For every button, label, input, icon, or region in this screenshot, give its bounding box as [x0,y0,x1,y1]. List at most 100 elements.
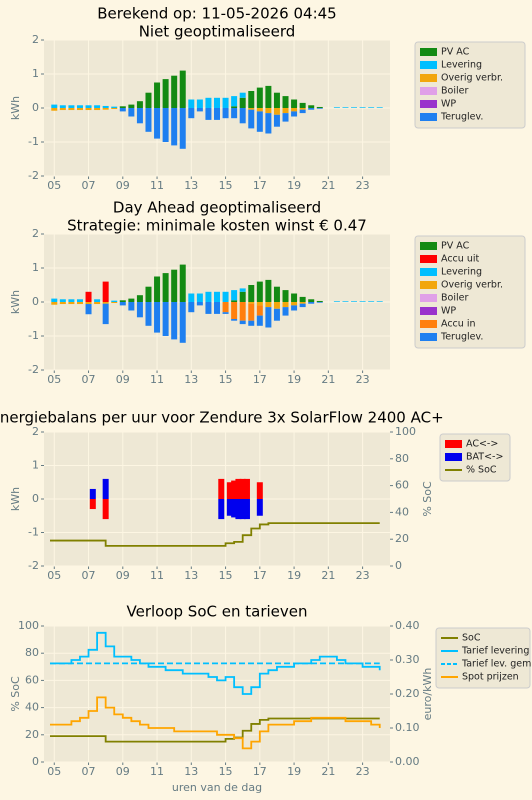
bar-segment [256,499,263,516]
bar-segment [299,302,306,304]
bar-segment [256,108,263,112]
bar-segment [205,291,212,302]
legend-label: WP [441,99,456,110]
bar-segment [239,92,246,98]
plot-area [44,626,390,762]
chart-panel: Energiebalans per uur voor Zendure 3x So… [0,409,511,582]
legend-label: Teruglev. [440,332,483,343]
bar-segment [218,478,225,499]
bar-segment [51,302,58,305]
x-tick-label: 07 [82,569,96,582]
series-line [49,696,381,750]
bar-segment [231,96,238,107]
bar-segment [291,293,298,302]
bar-segment [59,302,66,305]
bar-segment [342,107,349,108]
x-tick-label: 09 [116,373,130,386]
legend-label: PV AC [441,47,470,58]
bar-segment [128,108,135,117]
bar-segment [368,107,375,108]
legend-swatch [420,61,437,69]
x-tick-label: 15 [219,569,233,582]
x-tick-label: 11 [150,373,164,386]
x-tick-label: 11 [150,569,164,582]
bar-segment [162,108,169,142]
y-tick-label: 0 [32,755,39,768]
bar-segment [76,105,83,108]
bar-segment [239,478,246,499]
bar-segment [248,302,255,304]
legend-swatch [420,307,437,315]
x-tick-label: 13 [184,373,198,386]
bar-segment [256,305,263,316]
bar-segment [359,301,366,302]
bar-segment [136,101,143,108]
y2-tick-label: 40 [395,505,409,518]
bar-segment [214,291,220,302]
y-axis-label: kWh [9,290,22,314]
x-tick-label: 13 [184,765,198,778]
bar-segment [231,108,238,119]
x-tick-label: 23 [356,179,370,192]
bar-segment [76,108,83,111]
bar-segment [256,87,263,108]
bar-segment [239,108,246,124]
bar-segment [89,488,96,499]
x-tick-label: 19 [287,569,301,582]
bar-segment [299,303,306,308]
bar-segment [102,499,109,520]
legend-label: Accu uit [441,254,479,265]
bar-segment [162,79,169,108]
legend-swatch [445,440,462,448]
y2-axis-label: % SoC [421,481,434,517]
legend-label: Boiler [441,86,468,97]
legend-label: Accu in [441,319,475,330]
bar-segment [291,108,298,112]
bar-segment [188,302,195,313]
bar-segment [342,301,349,302]
chart-title: Day Ahead geoptimaliseerd [113,199,321,217]
x-tick-label: 15 [219,179,233,192]
bar-segment [94,302,101,305]
bar-segment [102,303,109,325]
bar-segment [265,302,272,308]
bar-segment [171,75,178,108]
bar-segment [282,108,289,114]
y-axis-label: kWh [9,487,22,511]
bar-segment [265,85,272,108]
bar-segment [222,291,229,302]
bar-segment [239,499,246,520]
bar-segment [128,104,135,108]
bar-segment [94,108,101,111]
bar-segment [145,286,152,302]
y-tick-label: 0 [32,101,39,114]
y2-tick-label: 0.30 [395,653,420,666]
chart-subtitle: Strategie: minimale kosten winst € 0.47 [67,217,367,235]
bar-segment [265,279,272,302]
bar-segment [136,295,143,302]
x-tick-label: 05 [47,765,61,778]
bar-segment [128,302,135,311]
bar-segment [59,299,66,302]
legend-label: % SoC [466,465,497,476]
bar-segment [214,97,220,108]
y-tick-label: 40 [25,701,39,714]
bar-segment [256,315,263,326]
y-tick-label: -1 [28,526,39,539]
legend-label: PV AC [441,241,470,252]
legend-swatch [420,255,437,263]
bar-segment [248,108,255,110]
chart-title: Berekend op: 11-05-2026 04:45 [97,5,336,23]
y-tick-label: 2 [32,227,39,240]
x-tick-label: 23 [356,373,370,386]
legend-swatch [420,268,437,276]
bar-segment [196,293,203,302]
legend-swatch [420,320,437,328]
legend-swatch [420,87,437,95]
y-tick-label: 60 [25,673,39,686]
bar-segment [273,302,280,309]
bar-segment [222,312,229,314]
bar-segment [243,478,250,499]
bar-segment [256,302,263,306]
